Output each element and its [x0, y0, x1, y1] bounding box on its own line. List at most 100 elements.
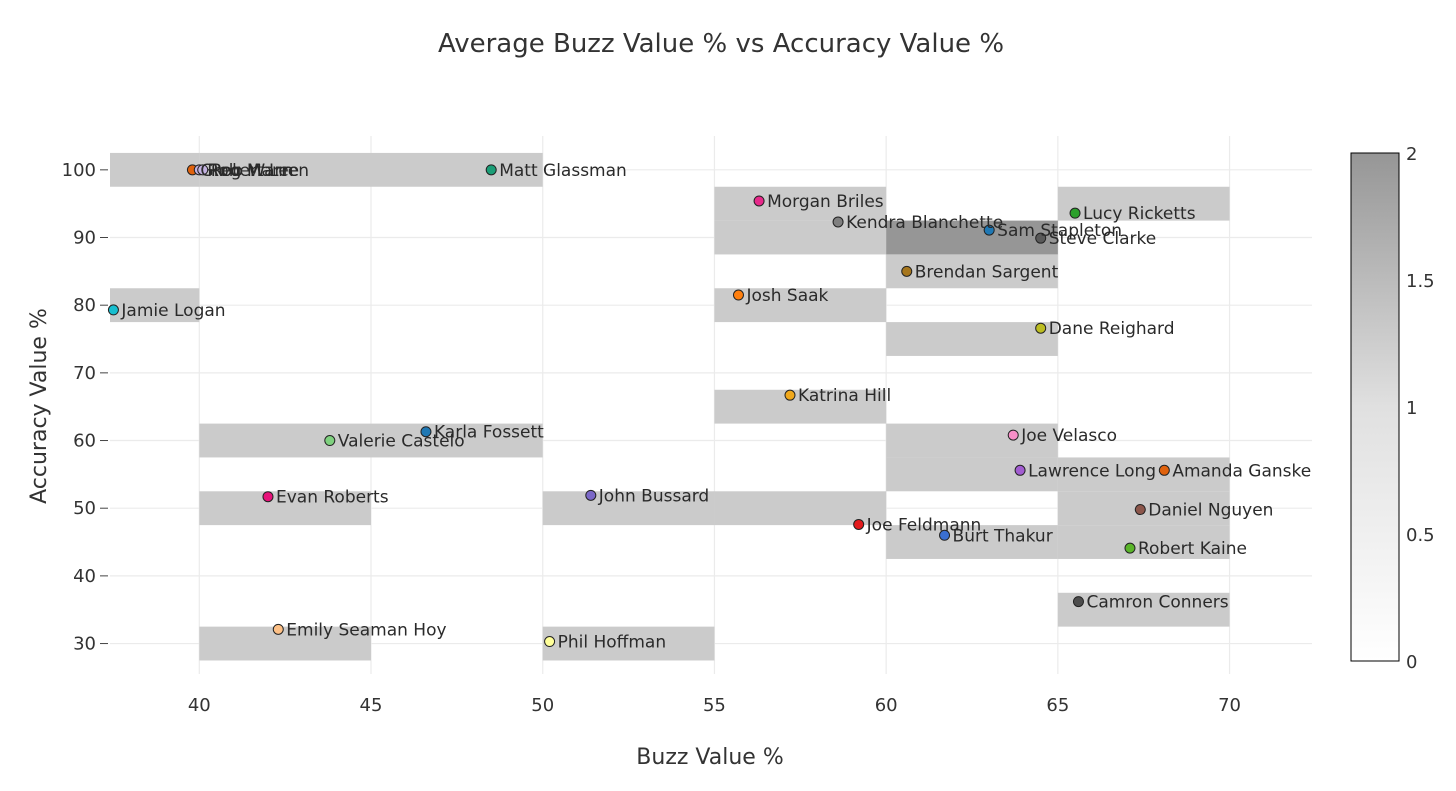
point-label: Burt Thakur — [953, 526, 1053, 546]
y-axis-title: Accuracy Value % — [27, 308, 52, 504]
y-axis-ticks: 30 40 50 60 70 80 90 100 — [62, 160, 108, 655]
scatter-point[interactable] — [1158, 464, 1170, 476]
density-bin — [714, 220, 887, 255]
x-tick-label: 60 — [875, 695, 898, 716]
density-bin — [714, 389, 887, 424]
point-label: Karla Fossett — [434, 423, 544, 443]
density-bin — [542, 491, 715, 526]
colorbar-ticks: 0 0.5 1 1.5 2 — [1406, 144, 1435, 673]
point-label: Emily Seaman Hoy — [286, 620, 446, 640]
colorbar-tick-label: 2 — [1406, 144, 1417, 165]
colorbar-tick-label: 1 — [1406, 398, 1417, 419]
x-tick-label: 65 — [1046, 695, 1069, 716]
point-label: Evan Roberts — [276, 488, 389, 508]
point-label: Joe Feldmann — [866, 515, 982, 535]
point-label: Camron Conners — [1086, 593, 1228, 613]
scatter-point[interactable] — [1072, 596, 1084, 608]
scatter-point[interactable] — [324, 435, 336, 447]
scatter-point[interactable] — [753, 195, 765, 207]
scatter-point[interactable] — [420, 426, 432, 438]
scatter-point[interactable] — [1134, 504, 1146, 516]
point-label: Dane Reighard — [1049, 319, 1175, 339]
scatter-point[interactable] — [983, 224, 995, 236]
density-bin — [110, 288, 200, 323]
y-tick-label: 40 — [73, 566, 96, 587]
scatter-point[interactable] — [262, 491, 274, 503]
density-bin — [542, 626, 715, 661]
density-bin — [199, 152, 372, 187]
density-bin — [371, 423, 543, 458]
point-label: Steve Clarke — [1049, 229, 1157, 249]
density-bin — [199, 491, 372, 526]
scatter-points — [107, 164, 1170, 648]
point-label: Greg Mann — [200, 161, 293, 181]
point-label: Josh Saak — [745, 286, 828, 306]
y-tick-label: 70 — [73, 363, 96, 384]
density-bin — [886, 254, 1058, 289]
x-tick-label: 55 — [703, 695, 726, 716]
colorbar-tick-label: 0.5 — [1406, 525, 1435, 546]
scatter-point[interactable] — [272, 623, 284, 635]
scatter-point[interactable] — [784, 389, 796, 401]
colorbar-tick-label: 1.5 — [1406, 271, 1435, 292]
x-tick-label: 50 — [531, 695, 554, 716]
scatter-point[interactable] — [1014, 464, 1026, 476]
point-label: John Bussard — [598, 486, 709, 506]
chart-title: Average Buzz Value % vs Accuracy Value % — [438, 29, 1004, 59]
colorbar: 0 0.5 1 1.5 2 — [1350, 144, 1435, 673]
scatter-point[interactable] — [197, 164, 209, 176]
point-label: Valerie Castelo — [338, 432, 465, 452]
point-label: Robert Kaine — [1138, 539, 1247, 559]
scatter-point[interactable] — [832, 216, 844, 228]
point-label: Matt Glassman — [499, 161, 627, 181]
density-bin — [110, 152, 200, 187]
point-label: Rob Warren — [211, 161, 309, 181]
colorbar-tick-label: 0 — [1406, 652, 1417, 673]
density-bin — [714, 186, 887, 221]
point-label: Robert Lee — [207, 161, 299, 181]
y-tick-label: 50 — [73, 498, 96, 519]
point-label: Daniel Nguyen — [1148, 501, 1273, 521]
y-tick-label: 90 — [73, 228, 96, 249]
x-tick-label: 45 — [360, 695, 383, 716]
scatter-point[interactable] — [939, 529, 951, 541]
density-bin — [1057, 525, 1230, 559]
scatter-point[interactable] — [485, 164, 497, 176]
x-axis-title: Buzz Value % — [636, 745, 783, 770]
point-label: Lucy Ricketts — [1083, 204, 1196, 224]
scatter-point[interactable] — [1035, 322, 1047, 334]
point-label: Sam Stapleton — [997, 221, 1122, 241]
scatter-point[interactable] — [853, 518, 865, 530]
colorbar-gradient — [1350, 152, 1400, 662]
density-bin — [1057, 592, 1230, 627]
density-bin — [1057, 186, 1230, 221]
density-bin — [886, 220, 1058, 255]
point-label: Jamie Logan — [120, 301, 225, 321]
point-label: Phil Hoffman — [558, 633, 667, 653]
scatter-point[interactable] — [901, 265, 913, 277]
scatter-point[interactable] — [544, 636, 556, 648]
point-label: Katrina Hill — [798, 386, 891, 406]
scatter-point[interactable] — [1124, 542, 1136, 554]
scatter-point[interactable] — [1035, 232, 1047, 244]
density-bin — [1057, 457, 1230, 492]
scatter-point[interactable] — [1007, 429, 1019, 441]
density-bin — [886, 525, 1058, 559]
y-tick-label: 30 — [73, 634, 96, 655]
point-label: Kendra Blanchette — [846, 213, 1003, 233]
x-tick-label: 70 — [1218, 695, 1241, 716]
point-label: Morgan Briles — [767, 192, 884, 212]
density-bin — [886, 322, 1058, 356]
scatter-point[interactable] — [732, 289, 744, 301]
y-tick-label: 100 — [62, 160, 96, 181]
density-bins — [110, 152, 1230, 661]
density-bin — [199, 423, 372, 458]
scatter-point[interactable] — [107, 304, 119, 316]
scatter-point[interactable] — [585, 489, 597, 501]
x-tick-label: 40 — [188, 695, 211, 716]
scatter-point[interactable] — [1069, 207, 1081, 219]
point-label: Brendan Sargent — [915, 262, 1059, 282]
density-bin — [199, 626, 372, 661]
density-bin — [886, 423, 1058, 458]
